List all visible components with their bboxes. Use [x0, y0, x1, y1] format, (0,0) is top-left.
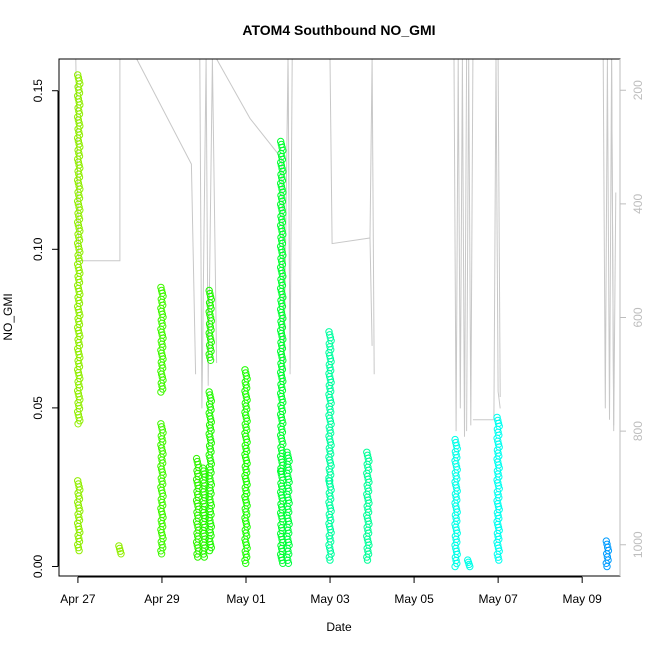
right-axis: 200 400 600 800 1000 — [619, 59, 645, 576]
altitude-trace — [472, 58, 501, 421]
point-series — [74, 71, 84, 555]
altitude-trace — [611, 58, 617, 432]
data-point — [495, 556, 503, 564]
chart-title: ATOM4 Southbound NO_GMI — [242, 22, 435, 38]
altitude-trace — [199, 58, 218, 409]
altitude-trace — [453, 58, 468, 437]
point-series — [451, 435, 461, 571]
y-tick-label: 0.10 — [31, 237, 45, 261]
x-axis: Apr 27 Apr 29 May 01 May 03 May 05 May 07 May … — [60, 576, 603, 606]
data-point — [326, 477, 334, 485]
data-point — [206, 353, 214, 361]
data-point — [284, 556, 292, 564]
right-tick-label: 200 — [631, 80, 645, 100]
altitude-trace — [466, 58, 474, 432]
y-tick-label: 0.00 — [31, 554, 45, 578]
right-tick-label: 400 — [631, 194, 645, 214]
data-point — [241, 556, 249, 564]
point-series — [493, 413, 503, 564]
data-point — [363, 553, 371, 561]
x-tick-label: May 09 — [563, 592, 603, 606]
point-series — [602, 537, 613, 571]
x-tick-label: May 01 — [226, 592, 266, 606]
data-point — [205, 546, 214, 555]
point-series — [283, 448, 293, 567]
x-axis-label: Date — [326, 620, 352, 634]
x-tick-label: Apr 27 — [60, 592, 96, 606]
altitude-trace — [287, 58, 293, 369]
data-point — [117, 550, 125, 558]
plot-frame — [58, 58, 621, 577]
x-tick-label: May 03 — [310, 592, 350, 606]
data-point — [74, 420, 82, 428]
point-series — [157, 283, 167, 558]
data-point — [242, 559, 250, 567]
data-point — [277, 464, 285, 472]
data-point — [466, 562, 474, 571]
data-point — [325, 474, 333, 482]
data-point — [602, 559, 610, 567]
data-point — [74, 543, 83, 552]
data-point — [157, 388, 165, 396]
right-tick-label: 800 — [631, 421, 645, 441]
point-series — [205, 286, 216, 555]
data-point — [494, 553, 502, 561]
data-point — [451, 562, 459, 571]
point-series — [363, 448, 373, 564]
point-series — [325, 328, 335, 564]
y-tick-label: 0.05 — [31, 396, 45, 420]
y-axis-label: NO_GMI — [1, 293, 15, 340]
data-point — [200, 553, 209, 561]
data-point — [325, 553, 333, 561]
data-point — [75, 546, 83, 555]
altitude-trace — [216, 58, 251, 119]
right-tick-label: 1000 — [631, 531, 645, 558]
y-axis: 0.00 0.05 0.10 0.15 — [31, 79, 59, 578]
data-point — [241, 493, 249, 501]
x-tick-label: Apr 29 — [144, 592, 180, 606]
data-point — [363, 556, 372, 564]
data-points — [74, 71, 613, 571]
data-point — [326, 556, 334, 564]
y-tick-label: 0.15 — [31, 79, 45, 103]
altitude-trace — [329, 58, 373, 346]
altitude-trace — [497, 58, 501, 398]
altitude-trace — [136, 58, 197, 375]
x-tick-label: May 07 — [478, 592, 518, 606]
data-point — [199, 550, 208, 558]
data-point — [603, 562, 611, 571]
point-series — [241, 366, 251, 567]
data-point — [157, 550, 166, 558]
data-point — [206, 356, 215, 364]
altitude-trace — [75, 58, 121, 262]
right-tick-label: 600 — [631, 307, 645, 327]
data-point — [284, 559, 293, 567]
point-series — [115, 542, 125, 558]
x-tick-label: May 05 — [394, 592, 434, 606]
data-point — [157, 547, 165, 555]
altitude-traces — [75, 58, 617, 437]
point-series — [464, 556, 474, 571]
